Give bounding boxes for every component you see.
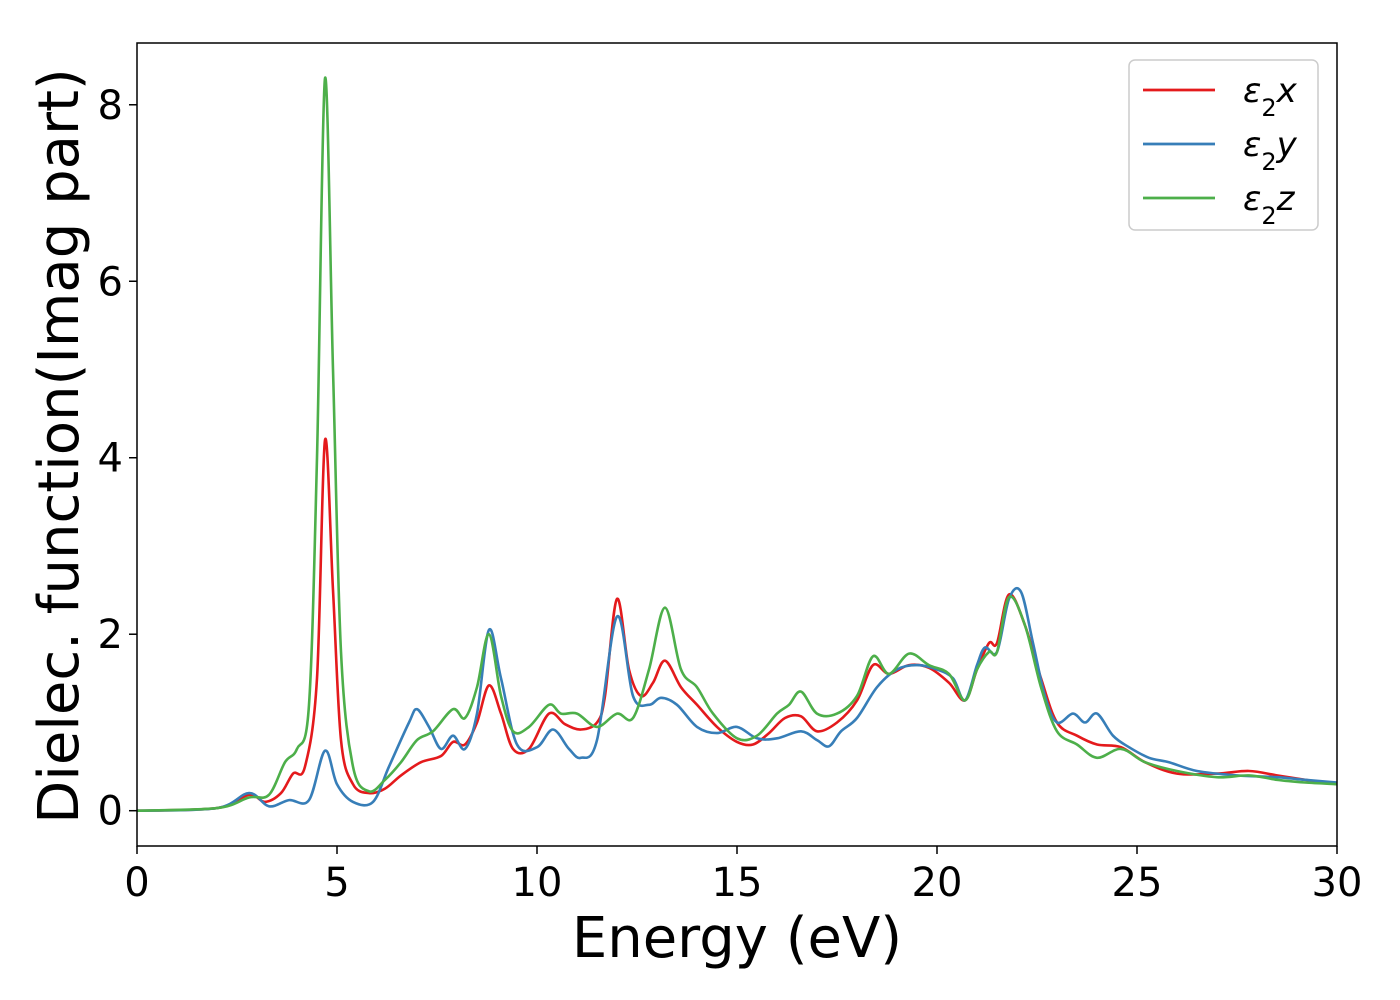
y-tick-label: 2 <box>98 612 123 658</box>
series-layer <box>137 76 1337 812</box>
y-tick-label: 8 <box>98 83 123 129</box>
legend-label-2: ε2y <box>1243 125 1298 176</box>
x-tick-label: 5 <box>324 860 349 906</box>
y-tick-label: 4 <box>98 436 123 482</box>
legend-label-1: ε2x <box>1243 71 1298 122</box>
x-axis: 0 5 10 15 20 25 30 <box>124 846 1362 906</box>
x-tick-label: 20 <box>912 860 963 906</box>
x-tick-label: 15 <box>712 860 763 906</box>
x-tick-label: 30 <box>1312 860 1363 906</box>
series-line-3 <box>137 76 1337 812</box>
legend-box <box>1128 59 1319 231</box>
y-tick-label: 0 <box>98 789 123 835</box>
x-axis-label: Energy (eV) <box>572 906 902 971</box>
y-axis-label: Dielec. function(Imag part) <box>27 68 92 824</box>
y-tick-label: 6 <box>98 259 123 305</box>
legend-label-3: ε2z <box>1243 179 1296 230</box>
x-tick-label: 25 <box>1112 860 1163 906</box>
x-tick-label: 10 <box>512 860 563 906</box>
y-axis: 0 2 4 6 8 <box>98 83 137 835</box>
x-tick-label: 0 <box>124 860 149 906</box>
